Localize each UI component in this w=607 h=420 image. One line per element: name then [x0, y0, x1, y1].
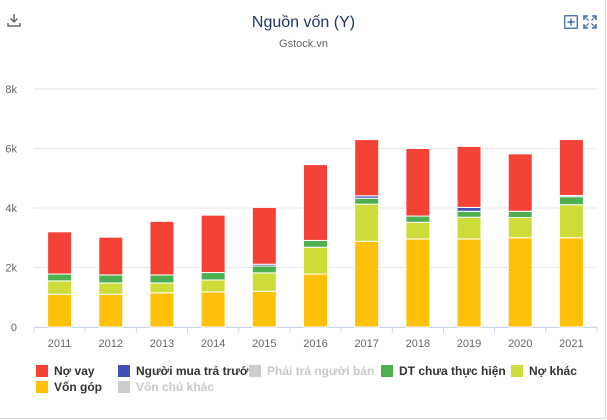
bar-segment	[456, 216, 482, 240]
download-icon[interactable]	[6, 12, 22, 28]
bar-segment	[200, 291, 226, 328]
bar-segment	[405, 215, 431, 223]
bar-segment	[507, 210, 533, 219]
bar-segment	[149, 220, 175, 276]
x-tick-label: 2018	[406, 338, 430, 350]
legend-item[interactable]: Vốn góp	[36, 380, 102, 394]
legend-swatch	[36, 365, 48, 377]
x-tick-label: 2020	[508, 338, 532, 350]
bar-segment	[47, 280, 73, 295]
bar-segment	[98, 274, 124, 284]
bar-segment	[507, 153, 533, 212]
bar-segment	[200, 279, 226, 293]
x-tick-label: 2013	[150, 338, 174, 350]
bar-segment	[251, 265, 277, 274]
bar-segment	[303, 246, 328, 275]
bar-segment	[303, 164, 328, 241]
legend-item[interactable]: Nợ vay	[36, 364, 95, 378]
bar-segment	[354, 139, 380, 197]
bar-segment	[558, 204, 584, 239]
bar-segment	[303, 273, 328, 328]
bar-segment	[456, 145, 482, 208]
chart-title: Nguồn vốn (Y)	[251, 14, 356, 31]
y-tick-label: 6k	[5, 144, 17, 156]
bar-segment	[507, 217, 533, 239]
bar-segment	[200, 272, 226, 281]
bar-segment	[98, 282, 124, 295]
bar-segment	[98, 236, 124, 276]
bar-segment	[558, 237, 584, 328]
legend-label: Nợ khác	[529, 364, 577, 378]
legend-swatch	[381, 365, 393, 377]
bar-segment	[47, 293, 73, 328]
bar-segment	[456, 206, 482, 212]
y-tick-label: 8k	[5, 84, 17, 96]
bar-segment	[149, 292, 175, 328]
bar-segment	[405, 148, 431, 217]
bar-segment	[558, 139, 584, 197]
legend-swatch	[511, 365, 523, 377]
x-tick-label: 2016	[303, 338, 327, 350]
legend-item[interactable]: Phải trả người bán	[249, 364, 374, 378]
legend-label: Vốn chủ khác	[136, 380, 215, 394]
legend-swatch	[118, 381, 130, 393]
legend-label: Phải trả người bán	[267, 364, 375, 378]
y-tick-label: 0	[11, 322, 17, 334]
y-tick-label: 4k	[5, 203, 17, 215]
bar-segment	[200, 214, 226, 274]
legend-swatch	[118, 365, 130, 377]
y-tick-label: 2k	[5, 263, 17, 275]
legend-label: DT chưa thực hiện	[399, 364, 506, 378]
legend-label: Nợ vay	[54, 364, 95, 378]
bar-segment	[558, 196, 584, 206]
x-tick-label: 2014	[201, 338, 225, 350]
fullscreen-icon[interactable]	[583, 15, 597, 29]
bar-segment	[98, 293, 124, 328]
x-tick-label: 2012	[99, 338, 123, 350]
bar-segment	[251, 272, 277, 292]
bar-segment	[405, 221, 431, 240]
legend-item[interactable]: DT chưa thực hiện	[381, 364, 506, 378]
legend-item[interactable]: Người mua trả trước	[118, 364, 255, 378]
bar-segment	[456, 210, 482, 218]
legend-item[interactable]: Vốn chủ khác	[118, 380, 214, 394]
legend-label: Người mua trả trước	[136, 364, 256, 378]
chart-subtitle: Gstock.vn	[279, 38, 328, 50]
legend-swatch	[36, 381, 48, 393]
bar-segment	[149, 274, 175, 284]
bar-chart: 0 2k 4k 6k 8k 2011 2012 2013 2014 2015 2016 2017 201…	[5, 84, 598, 350]
x-tick-label: 2021	[559, 338, 583, 350]
bar-segment	[456, 238, 482, 328]
bar-segment	[354, 240, 380, 328]
bar-segment	[354, 197, 380, 205]
bar-segment	[251, 206, 277, 265]
bar-segment	[47, 231, 73, 275]
x-tick-label: 2015	[252, 338, 276, 350]
bar-segment	[405, 238, 431, 328]
bar-segment	[47, 273, 73, 282]
bar-segment	[303, 239, 328, 248]
bar-segment	[251, 290, 277, 328]
bar-segment	[354, 203, 380, 242]
x-tick-label: 2017	[354, 338, 378, 350]
plus-box-icon[interactable]	[564, 15, 578, 29]
bar-segment	[507, 237, 533, 328]
bar-segment	[149, 282, 175, 294]
legend-swatch	[249, 365, 261, 377]
legend-item[interactable]: Nợ khác	[511, 364, 577, 378]
x-tick-label: 2011	[48, 338, 72, 350]
legend-label: Vốn góp	[54, 380, 102, 394]
x-tick-label: 2019	[457, 338, 481, 350]
